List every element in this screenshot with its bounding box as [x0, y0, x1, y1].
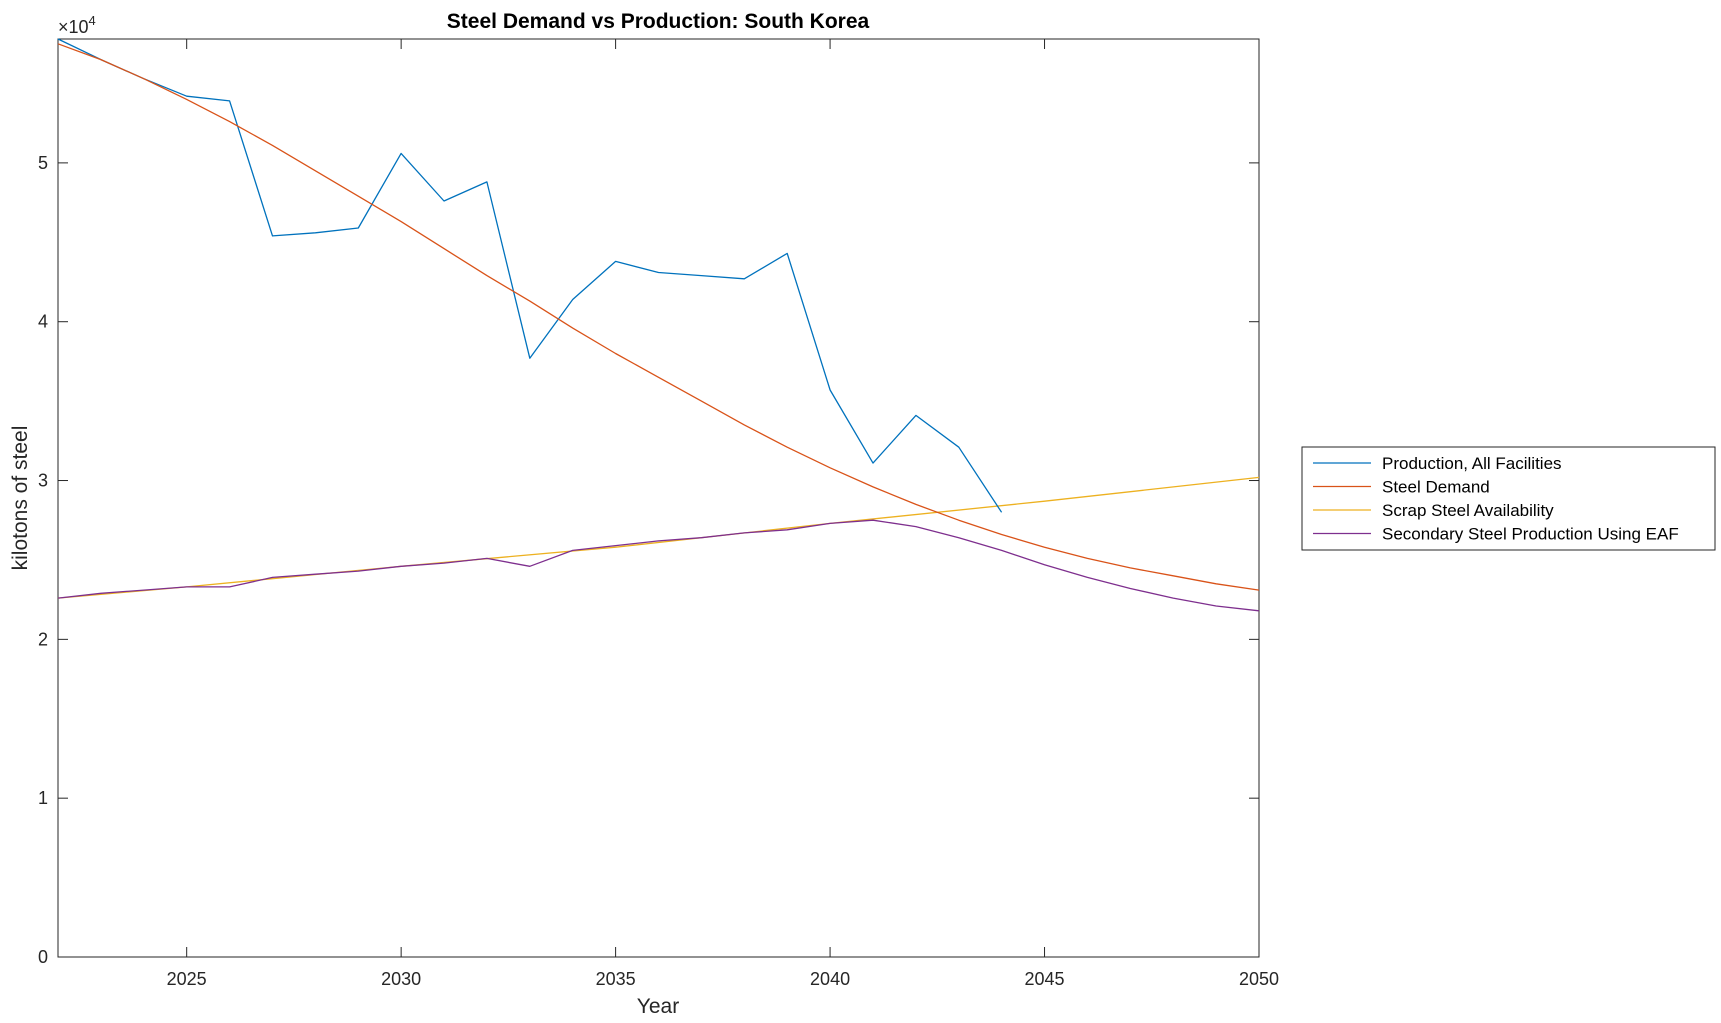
legend-entry: Secondary Steel Production Using EAF — [1382, 525, 1679, 544]
y-tick-label: 3 — [38, 471, 48, 491]
series-line-2 — [57, 43, 1260, 591]
y-axis-label: kilotons of steel — [9, 426, 32, 571]
y-tick-label: 5 — [38, 153, 48, 173]
legend-entry: Steel Demand — [1382, 478, 1490, 497]
x-tick-label: 2035 — [596, 969, 636, 989]
series-line-4 — [57, 519, 1260, 612]
legend-entry: Production, All Facilities — [1382, 454, 1562, 473]
y-tick-label: 2 — [38, 629, 48, 649]
x-axis-label: Year — [637, 995, 679, 1018]
chart-title: Steel Demand vs Production: South Korea — [447, 10, 870, 33]
y-exponent-base: ×10 — [58, 17, 89, 37]
y-tick-label: 1 — [38, 788, 48, 808]
x-tick-label: 2050 — [1239, 969, 1279, 989]
x-axis: 2025 2030 2035 2040 2045 2050 — [167, 39, 1279, 989]
legend: Production, All Facilities Steel Demand Sc… — [1301, 446, 1716, 551]
y-axis: 0 1 2 3 4 5 — [38, 153, 1259, 967]
legend-entry: Scrap Steel Availability — [1382, 501, 1554, 520]
x-tick-label: 2045 — [1025, 969, 1065, 989]
plot-area: 2025 2030 2035 2040 2045 2050 0 1 2 3 4 5 — [38, 38, 1279, 989]
x-tick-label: 2030 — [381, 969, 421, 989]
series-line-1 — [57, 38, 1003, 513]
y-axis-exponent: ×104 — [58, 13, 96, 37]
y-exponent-power: 4 — [89, 13, 96, 28]
y-tick-label: 4 — [38, 312, 48, 332]
legend-box — [1301, 446, 1716, 551]
x-tick-label: 2040 — [810, 969, 850, 989]
x-tick-label: 2025 — [167, 969, 207, 989]
y-tick-label: 0 — [38, 947, 48, 967]
series-lines — [57, 38, 1260, 612]
